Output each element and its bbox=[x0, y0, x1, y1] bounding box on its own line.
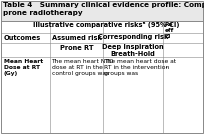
Text: Illustrative comparative risksᵃ (95% CI): Illustrative comparative risksᵃ (95% CI) bbox=[33, 23, 180, 29]
Text: Mean Heart
Dose at RT
(Gy): Mean Heart Dose at RT (Gy) bbox=[3, 59, 43, 76]
Text: ·: · bbox=[165, 63, 168, 73]
Bar bbox=[1, 21, 203, 133]
Text: Re
eff
CI: Re eff CI bbox=[164, 23, 174, 39]
Text: Prone RT: Prone RT bbox=[60, 44, 93, 51]
Bar bbox=[1, 1, 203, 21]
Text: Table 4   Summary clinical evidence profile: Comparison 2. D: Table 4 Summary clinical evidence profil… bbox=[3, 3, 204, 8]
Text: prone radiotherapy: prone radiotherapy bbox=[3, 10, 83, 16]
Text: Outcomes: Outcomes bbox=[3, 34, 41, 40]
Text: Deep Inspiration
Breath-Hold: Deep Inspiration Breath-Hold bbox=[102, 44, 164, 57]
Text: The mean heart NTD
dose at RT in the
control groups was: The mean heart NTD dose at RT in the con… bbox=[51, 59, 114, 76]
Text: Assumed risk: Assumed risk bbox=[52, 34, 101, 40]
Text: Corresponding risk: Corresponding risk bbox=[98, 34, 168, 40]
Text: The mean heart dose at
RT in the intervention
groups was: The mean heart dose at RT in the interve… bbox=[104, 59, 177, 76]
